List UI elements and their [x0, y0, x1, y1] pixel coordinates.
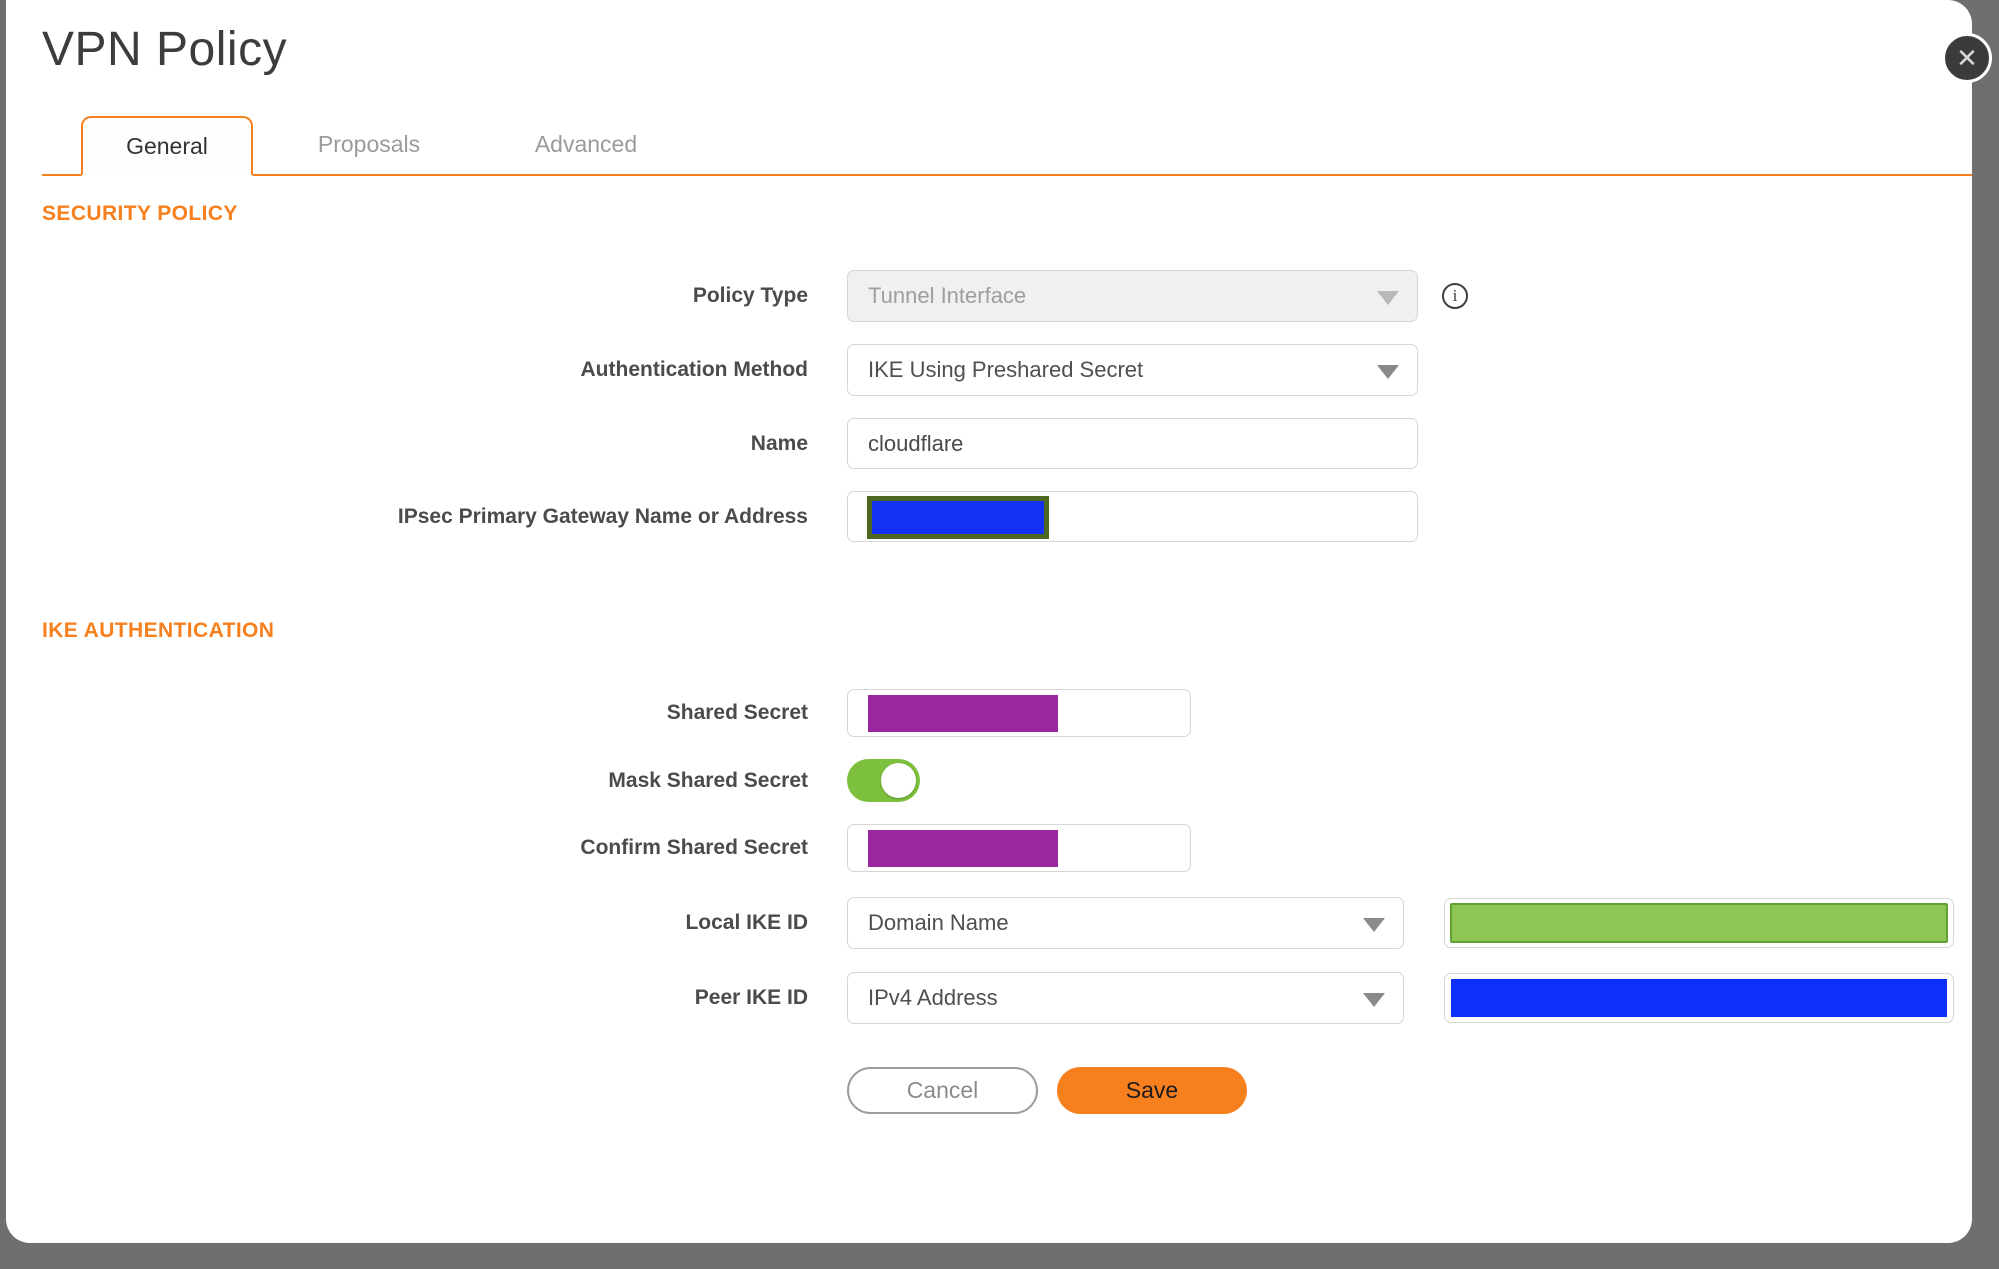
- tab-proposals[interactable]: Proposals: [317, 130, 421, 157]
- mask-shared-secret-toggle[interactable]: [847, 759, 920, 802]
- peer-ike-id-field[interactable]: [1444, 973, 1954, 1023]
- tab-general[interactable]: General: [81, 116, 253, 176]
- confirm-shared-secret-field[interactable]: [847, 824, 1191, 872]
- chevron-down-icon: [1377, 365, 1399, 379]
- gateway-row: IPsec Primary Gateway Name or Address: [42, 491, 1972, 542]
- chevron-down-icon: [1377, 291, 1399, 305]
- section-ike-authentication: IKE AUTHENTICATION: [42, 619, 275, 642]
- policy-type-label: Policy Type: [692, 284, 808, 307]
- gateway-redacted-value: [867, 496, 1049, 539]
- name-value: cloudflare: [868, 430, 964, 456]
- cancel-button[interactable]: Cancel: [847, 1067, 1038, 1114]
- mask-shared-secret-label: Mask Shared Secret: [608, 768, 808, 792]
- local-ike-id-field[interactable]: [1444, 898, 1954, 948]
- page-title: VPN Policy: [42, 23, 288, 76]
- policy-type-select: Tunnel Interface: [847, 270, 1418, 322]
- peer-ike-id-select[interactable]: IPv4 Address: [847, 972, 1404, 1024]
- peer-ike-id-row: Peer IKE ID IPv4 Address: [42, 972, 1972, 1024]
- tab-advanced[interactable]: Advanced: [534, 130, 638, 157]
- policy-type-value: Tunnel Interface: [868, 283, 1027, 308]
- gateway-label: IPsec Primary Gateway Name or Address: [397, 504, 808, 528]
- policy-type-row: Policy Type Tunnel Interface i: [42, 270, 1972, 322]
- name-field[interactable]: cloudflare: [847, 418, 1418, 469]
- confirm-shared-secret-redacted-value: [868, 830, 1058, 867]
- chevron-down-icon: [1363, 918, 1385, 932]
- local-ike-id-redacted-value: [1450, 903, 1948, 943]
- shared-secret-redacted-value: [868, 695, 1058, 732]
- confirm-shared-secret-label: Confirm Shared Secret: [580, 836, 808, 859]
- vpn-policy-dialog: ✕ VPN Policy General Proposals Advanced …: [6, 0, 1992, 1243]
- chevron-down-icon: [1363, 993, 1385, 1007]
- save-button[interactable]: Save: [1057, 1067, 1247, 1114]
- shared-secret-label: Shared Secret: [666, 701, 808, 724]
- name-row: Name cloudflare: [42, 418, 1972, 469]
- shared-secret-field[interactable]: [847, 689, 1191, 737]
- section-security-policy: SECURITY POLICY: [42, 202, 238, 225]
- local-ike-id-label: Local IKE ID: [685, 911, 808, 934]
- local-ike-id-select[interactable]: Domain Name: [847, 897, 1404, 949]
- close-icon[interactable]: ✕: [1942, 33, 1992, 83]
- name-label: Name: [750, 431, 808, 455]
- peer-ike-id-redacted-value: [1451, 979, 1947, 1017]
- toggle-knob: [881, 763, 916, 798]
- local-ike-id-type: Domain Name: [868, 910, 1009, 935]
- local-ike-id-row: Local IKE ID Domain Name: [42, 897, 1972, 949]
- tab-bar: General Proposals Advanced: [42, 114, 1972, 176]
- authentication-method-select[interactable]: IKE Using Preshared Secret: [847, 344, 1418, 396]
- shared-secret-row: Shared Secret: [42, 689, 1972, 737]
- gateway-field[interactable]: [847, 491, 1418, 542]
- dialog-actions: Cancel Save: [42, 1067, 1972, 1114]
- authentication-method-value: IKE Using Preshared Secret: [868, 357, 1144, 382]
- confirm-shared-secret-row: Confirm Shared Secret: [42, 824, 1972, 872]
- authentication-method-label: Authentication Method: [580, 358, 808, 381]
- authentication-method-row: Authentication Method IKE Using Preshare…: [42, 344, 1972, 396]
- peer-ike-id-label: Peer IKE ID: [694, 986, 808, 1009]
- peer-ike-id-type: IPv4 Address: [868, 985, 998, 1010]
- info-icon[interactable]: i: [1442, 283, 1468, 309]
- mask-shared-secret-row: Mask Shared Secret: [42, 759, 1972, 802]
